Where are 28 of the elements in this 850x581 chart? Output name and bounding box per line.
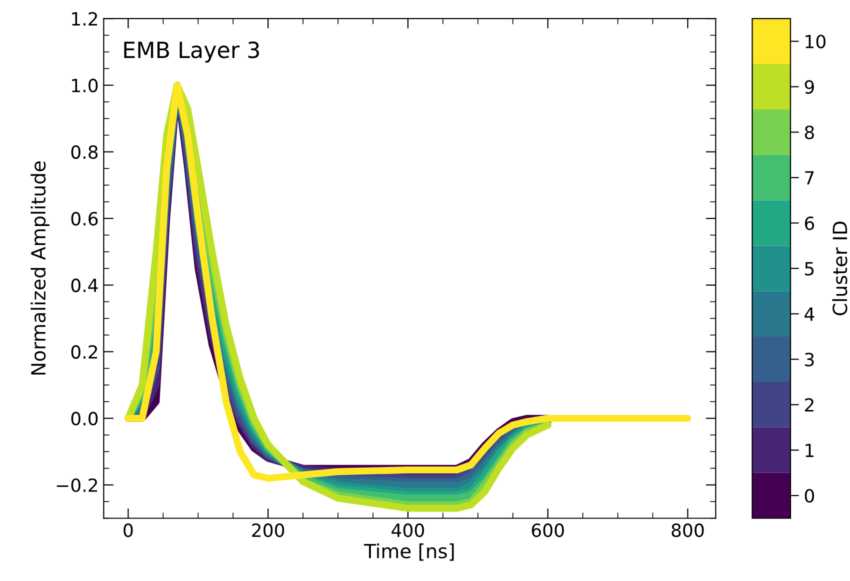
x-tick-label: 0 bbox=[124, 523, 133, 538]
color-bar-label: 10 bbox=[806, 34, 826, 48]
x-tick-label: 400 bbox=[392, 523, 424, 538]
y-axis-title: Normalized Amplitude bbox=[30, 161, 50, 375]
x-tick-label: 200 bbox=[252, 523, 284, 538]
color-bar-label: 2 bbox=[805, 398, 814, 412]
color-bar-label: 4 bbox=[804, 308, 814, 321]
y-tick-label: 0.6 bbox=[71, 212, 98, 226]
color-bar-title: Cluster ID bbox=[832, 222, 848, 316]
color-bar-label: 0 bbox=[804, 489, 814, 503]
y-tick-label: 0.0 bbox=[71, 412, 98, 426]
y-tick-label: 0.2 bbox=[71, 345, 98, 359]
annotation: EMB Layer 3 bbox=[124, 41, 259, 63]
y-tick-label: 1.0 bbox=[72, 78, 98, 92]
color-bar-label: 8 bbox=[804, 126, 814, 140]
color-bar-label: 3 bbox=[805, 352, 814, 366]
color-bar-label: 1 bbox=[806, 444, 814, 457]
y-tick-label: −0.2 bbox=[56, 478, 98, 492]
x-tick-label: 600 bbox=[532, 523, 564, 538]
y-tick-label: 1.2 bbox=[72, 12, 98, 26]
y-tick-label: 0.4 bbox=[71, 278, 98, 292]
y-tick-label: 0.8 bbox=[71, 145, 98, 159]
color-bar-label: 9 bbox=[804, 80, 814, 94]
color-bar-label: 7 bbox=[805, 171, 814, 184]
color-bar-label: 5 bbox=[805, 262, 814, 276]
x-tick-label: 800 bbox=[672, 523, 704, 538]
x-axis-title: Time [ns] bbox=[364, 543, 454, 561]
color-bar-label: 6 bbox=[804, 216, 814, 230]
